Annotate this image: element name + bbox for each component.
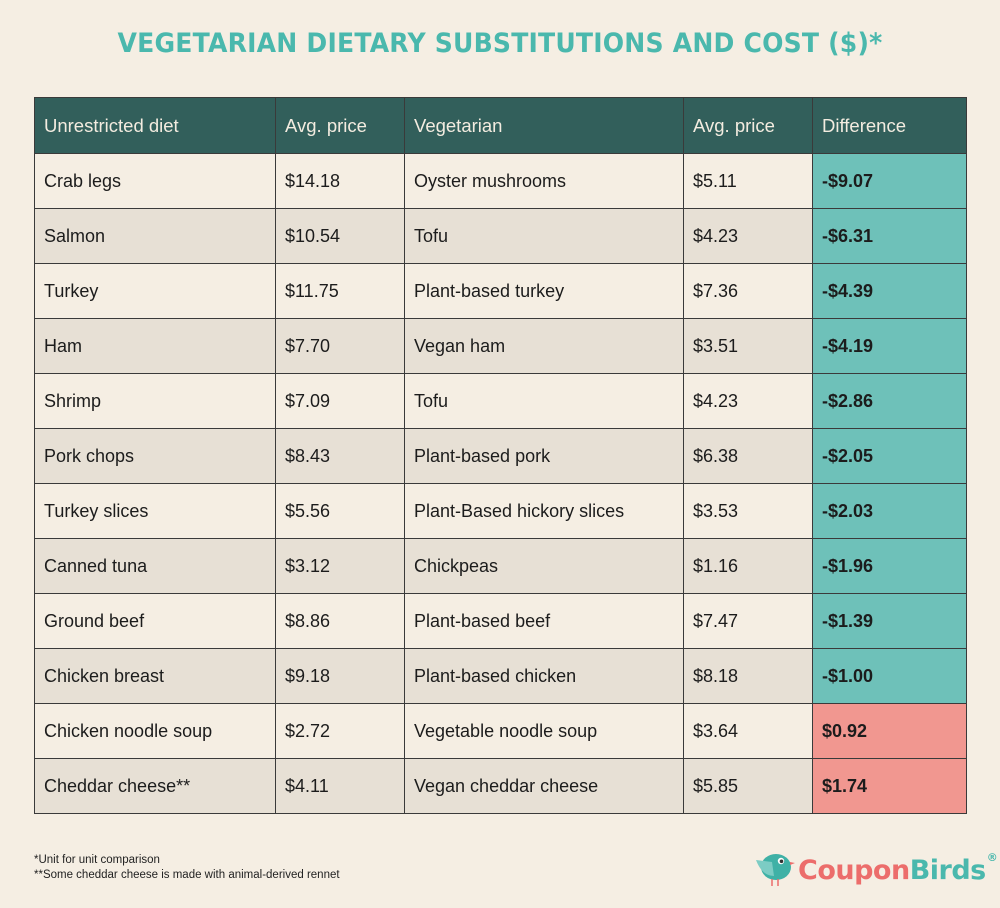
vegetarian-price: $5.85: [683, 758, 813, 814]
vegetarian-price: $7.36: [683, 263, 813, 319]
unrestricted-price: $9.18: [275, 648, 405, 704]
vegetarian-price: $3.53: [683, 483, 813, 539]
vegetarian-price: $4.23: [683, 373, 813, 429]
vegetarian-price: $7.47: [683, 593, 813, 649]
vegetarian-price: $8.18: [683, 648, 813, 704]
vegetarian-item: Tofu: [404, 373, 684, 429]
header-unrestricted-price: Avg. price: [275, 97, 405, 154]
price-difference: -$4.19: [812, 318, 967, 374]
unrestricted-item: Chicken breast: [34, 648, 276, 704]
unrestricted-item: Turkey slices: [34, 483, 276, 539]
unrestricted-item: Turkey: [34, 263, 276, 319]
vegetarian-item: Vegan cheddar cheese: [404, 758, 684, 814]
unrestricted-price: $8.86: [275, 593, 405, 649]
header-vegetarian-price: Avg. price: [683, 97, 813, 154]
footnote-unit: *Unit for unit comparison: [34, 854, 160, 866]
table-row: Ground beef $8.86 Plant-based beef $7.47 -$1…: [34, 593, 967, 649]
price-difference: -$1.39: [812, 593, 967, 649]
unrestricted-item: Pork chops: [34, 428, 276, 484]
table-row: Canned tuna $3.12 Chickpeas $1.16 -$1.96: [34, 538, 967, 594]
table-row: Crab legs $14.18 Oyster mushrooms $5.11 -$9.…: [34, 153, 967, 209]
unrestricted-item: Salmon: [34, 208, 276, 264]
unrestricted-price: $4.11: [275, 758, 405, 814]
page-title: VEGETARIAN DIETARY SUBSTITUTIONS AND COS…: [117, 28, 883, 59]
logo-text: CouponBirds®: [798, 851, 998, 886]
unrestricted-price: $14.18: [275, 153, 405, 209]
unrestricted-price: $3.12: [275, 538, 405, 594]
unrestricted-item: Shrimp: [34, 373, 276, 429]
vegetarian-item: Plant-based pork: [404, 428, 684, 484]
bird-icon: [752, 848, 796, 893]
header-difference: Difference: [812, 97, 967, 154]
price-difference: -$1.96: [812, 538, 967, 594]
footnotes: *Unit for unit comparison **Some cheddar…: [34, 853, 340, 883]
unrestricted-item: Ground beef: [34, 593, 276, 649]
vegetarian-item: Plant-based beef: [404, 593, 684, 649]
vegetarian-price: $3.64: [683, 703, 813, 759]
price-difference: -$1.00: [812, 648, 967, 704]
header-unrestricted-diet: Unrestricted diet: [34, 97, 276, 154]
price-difference: -$2.05: [812, 428, 967, 484]
unrestricted-price: $11.75: [275, 263, 405, 319]
price-difference: -$2.03: [812, 483, 967, 539]
price-difference: $0.92: [812, 703, 967, 759]
couponbirds-logo: CouponBirds®: [752, 848, 998, 893]
vegetarian-price: $1.16: [683, 538, 813, 594]
table-row: Salmon $10.54 Tofu $4.23 -$6.31: [34, 208, 967, 264]
table-row: Turkey slices $5.56 Plant-Based hickory sl…: [34, 483, 967, 539]
table-row: Turkey $11.75 Plant-based turkey $7.36 -$4.3…: [34, 263, 967, 319]
price-difference: $1.74: [812, 758, 967, 814]
vegetarian-price: $5.11: [683, 153, 813, 209]
table-row: Shrimp $7.09 Tofu $4.23 -$2.86: [34, 373, 967, 429]
vegetarian-item: Plant-Based hickory slices: [404, 483, 684, 539]
unrestricted-price: $8.43: [275, 428, 405, 484]
footnote-cheddar: **Some cheddar cheese is made with anima…: [34, 869, 340, 881]
unrestricted-item: Chicken noodle soup: [34, 703, 276, 759]
vegetarian-item: Oyster mushrooms: [404, 153, 684, 209]
substitution-table: Unrestricted diet Avg. price Vegetarian …: [34, 97, 967, 814]
unrestricted-price: $2.72: [275, 703, 405, 759]
table-header-row: Unrestricted diet Avg. price Vegetarian …: [34, 97, 967, 154]
vegetarian-item: Vegetable noodle soup: [404, 703, 684, 759]
unrestricted-price: $5.56: [275, 483, 405, 539]
table-row: Pork chops $8.43 Plant-based pork $6.38 -$2.…: [34, 428, 967, 484]
table-row: Chicken breast $9.18 Plant-based chicken $8…: [34, 648, 967, 704]
header-vegetarian: Vegetarian: [404, 97, 684, 154]
unrestricted-price: $10.54: [275, 208, 405, 264]
price-difference: -$6.31: [812, 208, 967, 264]
table-row: Ham $7.70 Vegan ham $3.51 -$4.19: [34, 318, 967, 374]
vegetarian-item: Plant-based turkey: [404, 263, 684, 319]
unrestricted-price: $7.70: [275, 318, 405, 374]
vegetarian-price: $4.23: [683, 208, 813, 264]
vegetarian-item: Vegan ham: [404, 318, 684, 374]
price-difference: -$9.07: [812, 153, 967, 209]
unrestricted-item: Canned tuna: [34, 538, 276, 594]
vegetarian-item: Plant-based chicken: [404, 648, 684, 704]
table-row: Chicken noodle soup $2.72 Vegetable noodle…: [34, 703, 967, 759]
vegetarian-item: Chickpeas: [404, 538, 684, 594]
unrestricted-item: Ham: [34, 318, 276, 374]
price-difference: -$2.86: [812, 373, 967, 429]
vegetarian-price: $6.38: [683, 428, 813, 484]
unrestricted-price: $7.09: [275, 373, 405, 429]
vegetarian-price: $3.51: [683, 318, 813, 374]
unrestricted-item: Cheddar cheese**: [34, 758, 276, 814]
vegetarian-item: Tofu: [404, 208, 684, 264]
unrestricted-item: Crab legs: [34, 153, 276, 209]
table-row: Cheddar cheese** $4.11 Vegan cheddar chees…: [34, 758, 967, 814]
price-difference: -$4.39: [812, 263, 967, 319]
